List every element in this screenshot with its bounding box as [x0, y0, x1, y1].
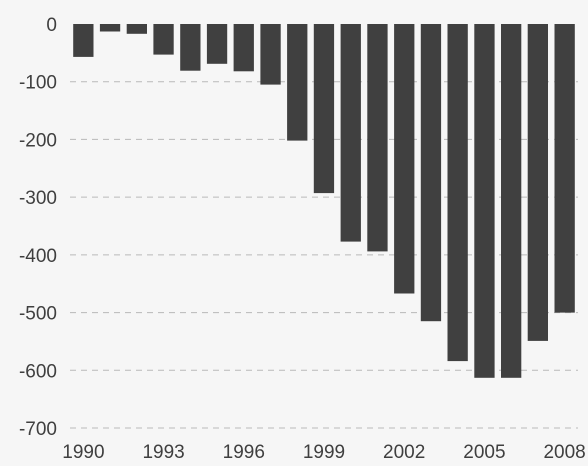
bar-2000 [340, 24, 361, 242]
bar-1993 [153, 24, 174, 55]
bar-2008 [554, 24, 575, 313]
bar-2006 [501, 24, 522, 378]
y-axis-tick-labels: 0 -100 -200 -300 -400 -500 -600 -700 [19, 15, 57, 440]
bar-1990 [73, 24, 94, 57]
bar-2003 [420, 24, 442, 322]
x-tick-label: 2002 [383, 442, 425, 463]
y-tick-label: -200 [19, 130, 57, 151]
y-tick-label: -700 [19, 419, 57, 440]
y-tick-label: -300 [19, 188, 57, 209]
bar-2002 [394, 24, 415, 294]
x-tick-label: 2005 [463, 442, 505, 463]
x-tick-label: 1996 [223, 442, 265, 463]
bar-1994 [180, 24, 201, 71]
bar-2007 [527, 24, 548, 341]
bar-1999 [313, 24, 335, 194]
y-tick-label: 0 [46, 15, 57, 36]
x-tick-label: 2008 [543, 442, 585, 463]
bar-2004 [447, 24, 468, 362]
bar-1998 [287, 24, 308, 141]
bar-1992 [126, 24, 147, 34]
bar-1996 [233, 24, 254, 72]
bar-1997 [260, 24, 281, 85]
x-tick-label: 1999 [303, 442, 345, 463]
x-axis-tick-labels: 1990 1993 1996 1999 2002 2005 2008 [62, 442, 585, 463]
bar-1995 [206, 24, 228, 64]
bar-2005 [474, 24, 495, 378]
y-tick-label: -100 [19, 73, 57, 94]
bars [73, 24, 575, 378]
y-tick-label: -500 [19, 304, 57, 325]
y-tick-label: -400 [19, 246, 57, 267]
bar-2001 [367, 24, 388, 252]
x-tick-label: 1993 [142, 442, 184, 463]
x-tick-label: 1990 [62, 442, 104, 463]
bar-1991 [99, 24, 121, 32]
y-tick-label: -600 [19, 361, 57, 382]
